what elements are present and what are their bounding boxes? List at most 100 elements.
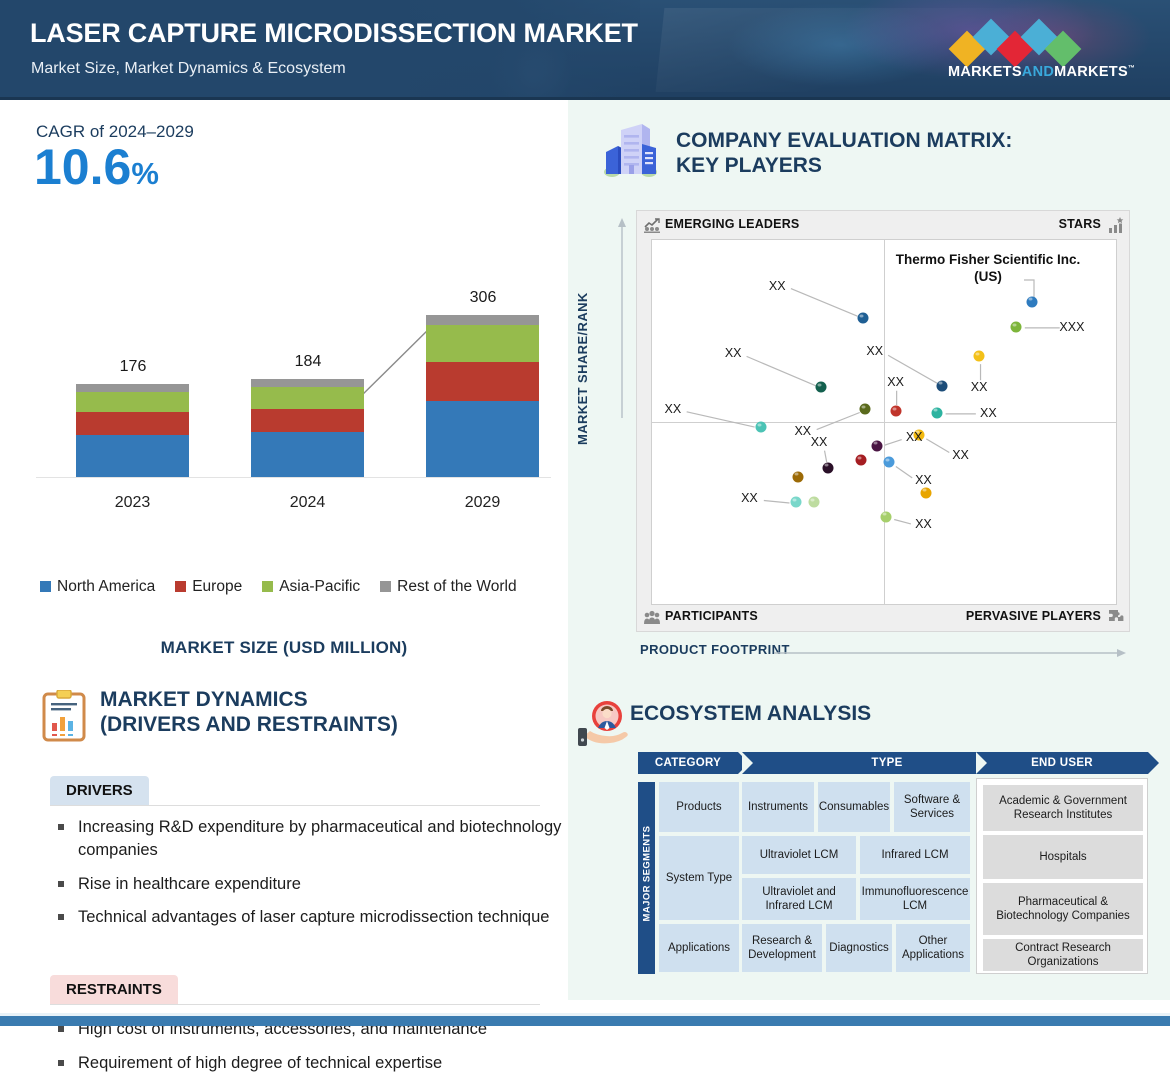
growth-chart-people-icon	[644, 218, 660, 233]
matrix-data-point[interactable]	[855, 454, 867, 466]
ecosystem-cell: Applications	[659, 924, 739, 972]
matrix-point-label: XX	[768, 278, 786, 293]
matrix-data-point[interactable]	[890, 405, 902, 417]
matrix-point-label: XX	[741, 491, 758, 506]
restraints-list: High cost of instruments, accessories, a…	[54, 1018, 564, 1086]
chart-legend: North America Europe Asia-Pacific Rest of t…	[40, 578, 560, 596]
page-title: LASER CAPTURE MICRODISSECTION MARKET	[30, 18, 638, 48]
ecosystem-title: ECOSYSTEM ANALYSIS	[630, 702, 872, 725]
header-divider	[0, 97, 1170, 100]
legend-swatch	[40, 581, 51, 592]
ecosystem-header-category: CATEGORY	[638, 752, 749, 774]
legend-label: Asia-Pacific	[279, 578, 361, 595]
matrix-point-label: XX	[980, 405, 997, 420]
market-size-bar-chart: 176 2023 184 2024 306 2029	[36, 260, 551, 520]
ecosystem-cell: Ultraviolet and Infrared LCM	[742, 878, 856, 920]
cagr-value: 10.6%	[34, 142, 159, 192]
footer-bar	[0, 1016, 1170, 1026]
matrix-data-point[interactable]	[913, 429, 925, 441]
company-matrix-title-line2: KEY PLAYERS	[676, 154, 822, 178]
bar-segment-rest-of-the-world	[251, 379, 364, 388]
matrix-data-point[interactable]	[931, 407, 943, 419]
ecosystem-cell: Infrared LCM	[860, 836, 970, 874]
bar-total-label: 306	[469, 288, 497, 306]
person-in-hand-icon	[578, 701, 628, 746]
matrix-data-point[interactable]	[1026, 296, 1038, 308]
matrix-data-point[interactable]	[936, 380, 948, 392]
matrix-x-axis-arrow	[774, 649, 1126, 657]
restraints-rule	[50, 1004, 540, 1005]
matrix-data-point[interactable]	[822, 462, 834, 473]
matrix-x-axis-label: PRODUCT FOOTPRINT	[640, 642, 790, 657]
matrix-data-point[interactable]	[920, 487, 932, 499]
bar-group	[251, 379, 364, 477]
bar-segment-north-america	[251, 432, 364, 477]
ecosystem-header-end-user: END USER	[976, 752, 1159, 774]
ecosystem-cell: Consumables	[818, 782, 890, 832]
quadrant-divider-horizontal	[652, 422, 1116, 423]
ecosystem-cell: Other Applications	[896, 924, 970, 972]
bar-segment-rest-of-the-world	[76, 383, 189, 392]
matrix-point-label: XX	[724, 345, 742, 360]
matrix-point-label: XX	[794, 424, 812, 439]
matrix-point-label: XX	[866, 344, 884, 359]
bullet-item: Requirement of high degree of technical …	[54, 1052, 564, 1075]
bar-group	[76, 383, 189, 477]
matrix-data-point[interactable]	[792, 471, 804, 483]
quadrant-label-participants: PARTICIPANTS	[665, 609, 758, 623]
right-column: COMPANY EVALUATION MATRIX: KEY PLAYERS E…	[568, 100, 1170, 1000]
ecosystem-body: MAJOR SEGMENTS Products Instruments Consum…	[638, 778, 1148, 974]
bullet-item: Increasing R&D expenditure by pharmaceut…	[54, 816, 564, 862]
bar-segment-north-america	[426, 401, 539, 477]
bar-segment-asia-pacific	[426, 325, 539, 362]
matrix-point-label: XX	[915, 516, 932, 531]
matrix-data-point[interactable]	[808, 496, 820, 508]
matrix-data-point[interactable]	[755, 421, 767, 433]
matrix-point-label: XX	[887, 374, 904, 389]
legend-item: Europe	[175, 578, 242, 596]
matrix-data-point[interactable]	[815, 381, 827, 393]
matrix-bottom-band: PARTICIPANTS PERVASIVE PLAYERS	[637, 603, 1131, 631]
bar-segment-rest-of-the-world	[426, 314, 539, 326]
ecosystem-header-type: TYPE	[742, 752, 1043, 774]
bar-x-label: 2024	[289, 494, 326, 511]
matrix-y-axis-label: MARKET SHARE/RANK	[575, 292, 590, 445]
matrix-plot-area: Thermo Fisher Scientific Inc. (US) XX XX X…	[651, 239, 1117, 605]
clipboard-chart-icon	[42, 690, 86, 742]
matrix-data-point[interactable]	[973, 350, 985, 362]
ecosystem-diagram: CATEGORY TYPE END USER MAJOR SEGMENTS Prod…	[638, 752, 1159, 974]
drivers-rule	[50, 805, 540, 806]
ecosystem-headers: CATEGORY TYPE END USER	[638, 752, 1159, 774]
logo-text-and: AND	[1021, 64, 1055, 80]
legend-swatch	[262, 581, 274, 592]
cagr-percent-sign: %	[131, 156, 159, 191]
ecosystem-cell: Diagnostics	[826, 924, 892, 972]
matrix-data-point[interactable]	[790, 496, 802, 508]
market-dynamics-title-line2: (DRIVERS AND RESTRAINTS)	[100, 712, 398, 736]
bar-group	[426, 314, 539, 477]
matrix-data-point[interactable]	[859, 403, 871, 415]
drivers-tag: DRIVERS	[50, 776, 149, 805]
legend-swatch	[175, 581, 187, 592]
ecosystem-cell: Immunofluorescence LCM	[860, 878, 970, 920]
end-user-cell: Hospitals	[983, 835, 1143, 879]
matrix-data-point[interactable]	[883, 456, 895, 468]
cagr-label: CAGR of 2024–2029	[36, 122, 194, 141]
quadrant-label-emerging-leaders: EMERGING LEADERS	[665, 217, 800, 231]
matrix-y-axis-arrow	[618, 218, 626, 418]
bar-segment-europe	[426, 361, 539, 402]
matrix-data-point[interactable]	[871, 440, 883, 452]
leader-lines	[686, 279, 1060, 525]
end-user-cell: Academic & Government Research Institute…	[983, 785, 1143, 831]
bar-segment-europe	[76, 412, 189, 435]
matrix-data-point[interactable]	[1010, 321, 1022, 333]
matrix-data-point[interactable]	[857, 312, 869, 324]
matrix-data-point[interactable]	[880, 511, 892, 523]
participants-people-icon	[644, 610, 660, 624]
market-dynamics-title-line1: MARKET DYNAMICS	[100, 688, 308, 711]
bullet-item: Technical advantages of laser capture mi…	[54, 906, 564, 929]
marketsandmarkets-logo: MARKETSANDMARKETS™	[948, 18, 1135, 84]
major-segments-label: MAJOR SEGMENTS	[641, 825, 653, 922]
ecosystem-cell: System Type	[659, 836, 739, 920]
major-segments-sidebar: MAJOR SEGMENTS	[638, 782, 655, 974]
